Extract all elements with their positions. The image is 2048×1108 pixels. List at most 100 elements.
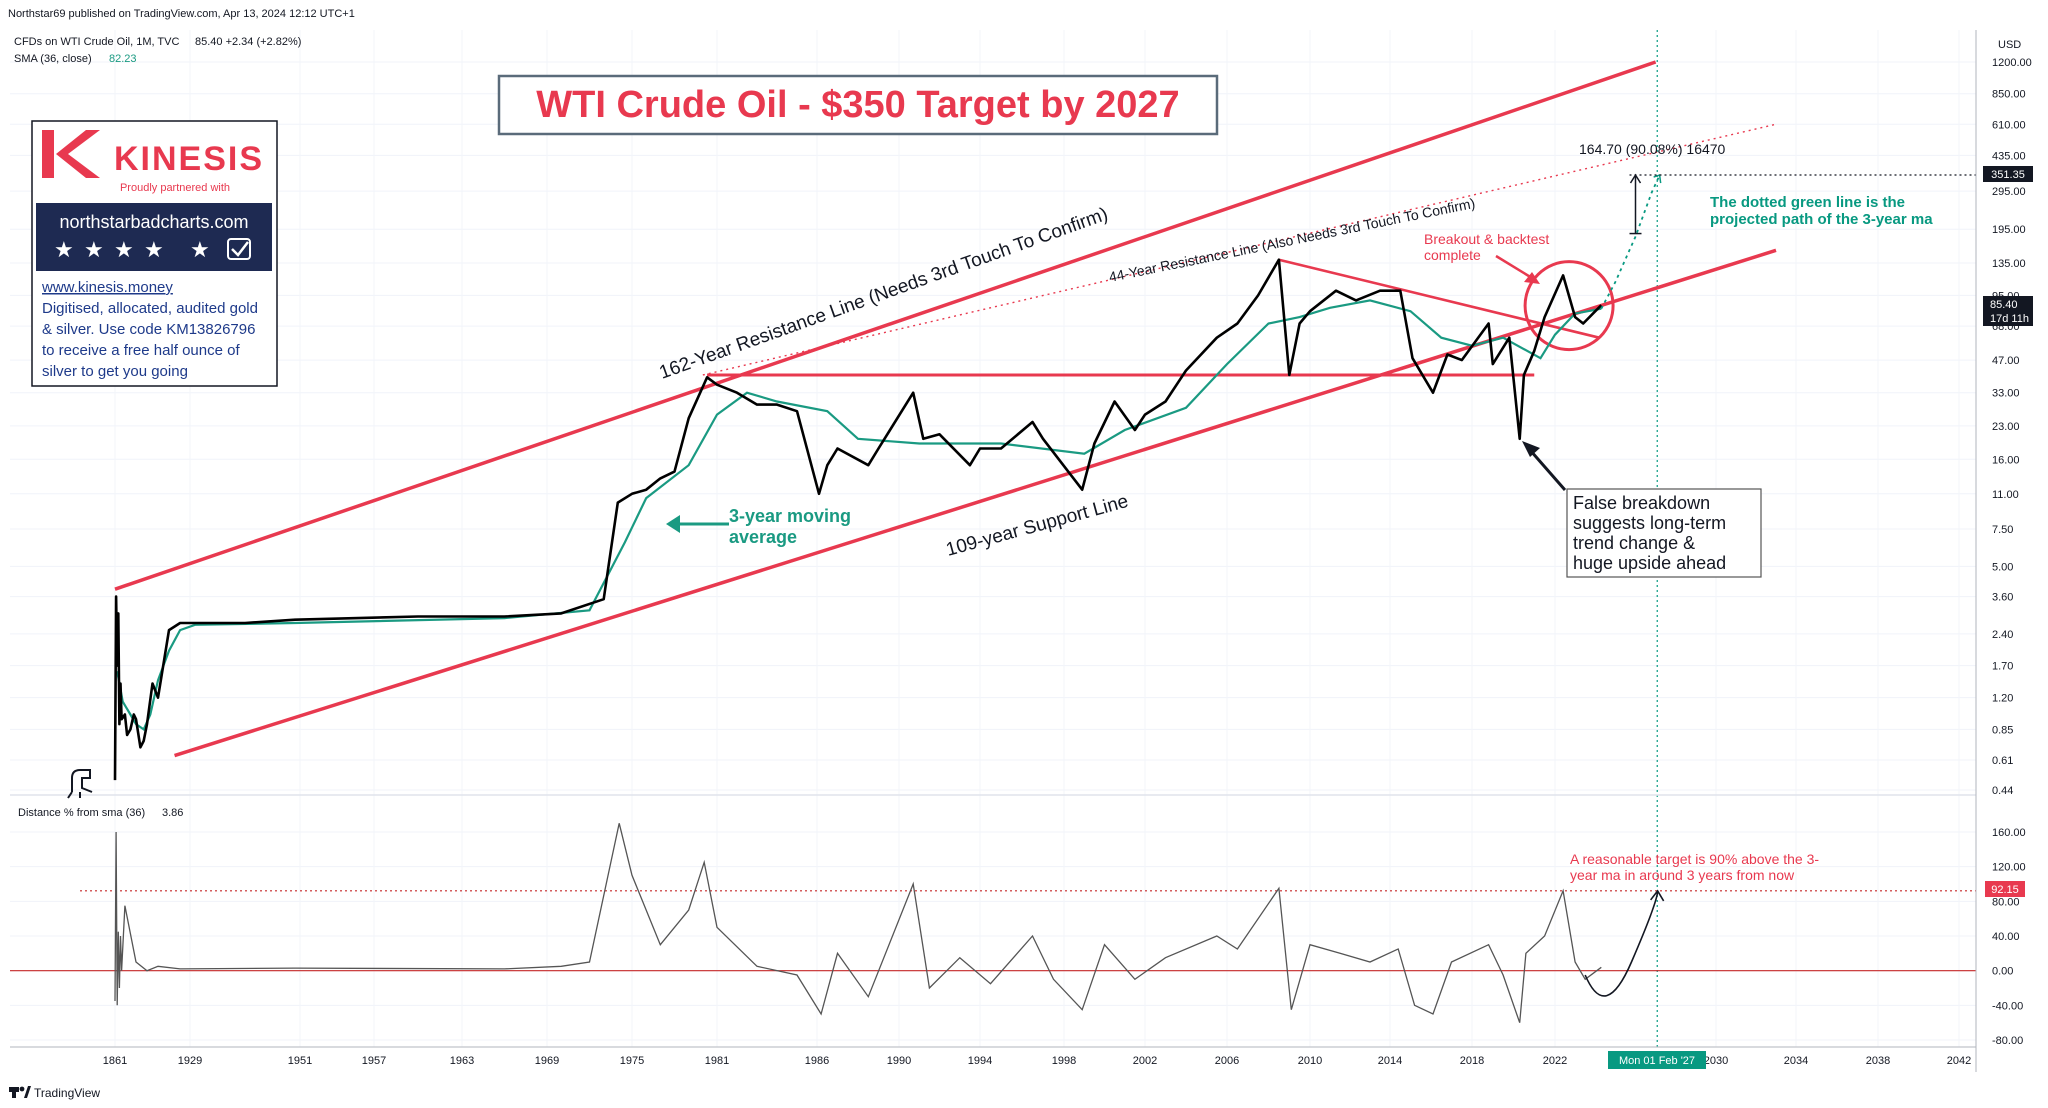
false-breakdown-arrowhead bbox=[1522, 441, 1540, 457]
sponsor-brand: KINESIS bbox=[114, 140, 264, 178]
indicator-projection-arrow bbox=[1584, 890, 1659, 997]
false-breakdown-line-3: trend change & bbox=[1573, 533, 1695, 553]
sma-line[interactable] bbox=[116, 299, 1602, 732]
time-tick-label: 1994 bbox=[968, 1055, 992, 1067]
false-breakdown-line-4: huge upside ahead bbox=[1573, 553, 1726, 573]
ma-label-1: 3-year moving bbox=[729, 506, 851, 526]
sponsor-body-1: Digitised, allocated, audited gold bbox=[42, 300, 258, 317]
sponsor-body-3: to receive a free half ounce of bbox=[42, 342, 240, 359]
price-tick-label: 11.00 bbox=[1992, 489, 2019, 501]
breakout-label-2: complete bbox=[1424, 247, 1481, 263]
publisher-line: Northstar69 published on TradingView.com… bbox=[8, 8, 355, 20]
time-tick-label: 1963 bbox=[450, 1055, 474, 1067]
descending-resistance-line[interactable] bbox=[1278, 258, 1600, 339]
sponsor-site: northstarbadcharts.com bbox=[59, 212, 248, 232]
time-highlight-tag: Mon 01 Feb '27 bbox=[1608, 1051, 1706, 1069]
distance-line[interactable] bbox=[114, 823, 1602, 1023]
dinosaur-icon[interactable] bbox=[67, 769, 93, 799]
indicator-tick-label: 120.00 bbox=[1992, 862, 2026, 874]
indicator-pane bbox=[10, 823, 1976, 1023]
price-tick-label: 3.60 bbox=[1992, 592, 2013, 604]
sponsor-body-2: & silver. Use code KM13826796 bbox=[42, 321, 255, 338]
price-tick-label: 5.00 bbox=[1992, 561, 2013, 573]
time-tick-label: 2018 bbox=[1460, 1055, 1484, 1067]
breakout-arrow bbox=[1495, 254, 1533, 280]
indicator-tick-label: 160.00 bbox=[1992, 827, 2026, 839]
indicator-tick-label: -40.00 bbox=[1992, 1000, 2023, 1012]
projection-note-1: The dotted green line is the bbox=[1710, 194, 1905, 211]
sponsor-tagline: Proudly partnered with bbox=[120, 182, 230, 194]
time-tick-label: 1951 bbox=[288, 1055, 312, 1067]
resistance-162-line[interactable] bbox=[114, 60, 1657, 591]
sma-legend-value: 82.23 bbox=[109, 53, 137, 65]
last-price-tag: 85.40 17d 11h bbox=[1983, 296, 2033, 326]
breakout-arrowhead bbox=[1524, 272, 1540, 284]
sma-legend-label: SMA (36, close) bbox=[14, 53, 92, 65]
price-info: 85.40 +2.34 (+2.82%) bbox=[195, 36, 301, 48]
indicator-tick-label: 80.00 bbox=[1992, 896, 2020, 908]
breakout-circle bbox=[1523, 260, 1615, 352]
indicator-level-tag: 92.15 bbox=[1985, 881, 2025, 897]
time-tick-label: 1981 bbox=[705, 1055, 729, 1067]
footer-brand: TradingView bbox=[34, 1086, 100, 1100]
svg-text:17d 11h: 17d 11h bbox=[1990, 313, 2029, 325]
price-tick-label: 0.44 bbox=[1992, 785, 2013, 797]
price-tick-label: 435.00 bbox=[1992, 150, 2026, 162]
time-tick-label: 1861 bbox=[103, 1055, 127, 1067]
price-tick-label: 16.00 bbox=[1992, 454, 2020, 466]
chart-title-box bbox=[497, 74, 1219, 136]
time-tick-label: 2022 bbox=[1543, 1055, 1567, 1067]
time-tick-label: 1957 bbox=[362, 1055, 386, 1067]
indicator-projection-arrowhead bbox=[1650, 889, 1665, 902]
price-tick-label: 1200.00 bbox=[1992, 57, 2032, 69]
price-tick-label: 2.40 bbox=[1992, 629, 2013, 641]
indicator-tick-label: 0.00 bbox=[1992, 966, 2013, 978]
measure-arrowhead bbox=[1629, 173, 1642, 184]
price-line[interactable] bbox=[113, 258, 1603, 781]
false-breakdown-line-1: False breakdown bbox=[1573, 493, 1710, 513]
measure-label: 164.70 (90.08%) 16470 bbox=[1579, 141, 1726, 157]
svg-text:Mon 01 Feb '27: Mon 01 Feb '27 bbox=[1619, 1055, 1695, 1067]
time-tick-label: 2002 bbox=[1133, 1055, 1157, 1067]
target-price-tag: 351.35 bbox=[1983, 166, 2033, 182]
symbol-line: CFDs on WTI Crude Oil, 1M, TVC bbox=[14, 36, 179, 48]
price-tick-label: 33.00 bbox=[1992, 388, 2020, 400]
price-tick-label: 0.85 bbox=[1992, 724, 2013, 736]
svg-text:85.40: 85.40 bbox=[1990, 299, 2018, 311]
time-tick-label: 2034 bbox=[1784, 1055, 1808, 1067]
projection-note-2: projected path of the 3-year ma bbox=[1710, 211, 1933, 228]
time-tick-label: 1998 bbox=[1052, 1055, 1076, 1067]
time-tick-label: 2038 bbox=[1866, 1055, 1890, 1067]
ma-label-2: average bbox=[729, 527, 797, 547]
false-breakdown-line-2: suggests long-term bbox=[1573, 513, 1726, 533]
time-tick-label: 2042 bbox=[1947, 1055, 1971, 1067]
sponsor-link[interactable]: www.kinesis.money bbox=[41, 279, 173, 296]
tradingview-logo[interactable]: TradingView bbox=[9, 1086, 100, 1100]
checkbox-icon bbox=[227, 238, 251, 260]
svg-text:★: ★ bbox=[114, 237, 134, 262]
target-note-2: year ma in around 3 years from now bbox=[1570, 867, 1795, 883]
price-tick-label: 295.00 bbox=[1992, 186, 2026, 198]
axes: 1200.00 850.00 610.00 435.00 295.00 195.00 135… bbox=[10, 30, 2032, 1072]
price-tick-label: 135.00 bbox=[1992, 258, 2026, 270]
price-tick-label: 0.61 bbox=[1992, 755, 2013, 767]
price-tick-label: 850.00 bbox=[1992, 89, 2026, 101]
resistance-44-line[interactable] bbox=[702, 123, 1777, 376]
projection-line bbox=[1600, 174, 1661, 310]
time-tick-label: 1990 bbox=[887, 1055, 911, 1067]
price-tick-label: 195.00 bbox=[1992, 224, 2026, 236]
time-tick-label: 2010 bbox=[1298, 1055, 1322, 1067]
symbol-legend[interactable]: CFDs on WTI Crude Oil, 1M, TVC 85.40 +2.… bbox=[14, 36, 301, 65]
time-tick-label: 1929 bbox=[178, 1055, 202, 1067]
star-rating-icon: ★ ★ ★ ★ ★ bbox=[54, 237, 210, 262]
price-pane bbox=[113, 30, 1976, 1047]
svg-text:★: ★ bbox=[144, 237, 164, 262]
price-tick-label: 1.20 bbox=[1992, 693, 2013, 705]
indicator-tick-label: 40.00 bbox=[1992, 931, 2020, 943]
support-109-line[interactable] bbox=[174, 248, 1777, 758]
svg-text:★: ★ bbox=[54, 237, 74, 262]
indicator-label: Distance % from sma (36) bbox=[18, 807, 145, 819]
chart-title: WTI Crude Oil - $350 Target by 2027 bbox=[536, 84, 1179, 126]
resistance-44-label: 44-Year Resistance Line (Also Needs 3rd … bbox=[1107, 195, 1476, 285]
